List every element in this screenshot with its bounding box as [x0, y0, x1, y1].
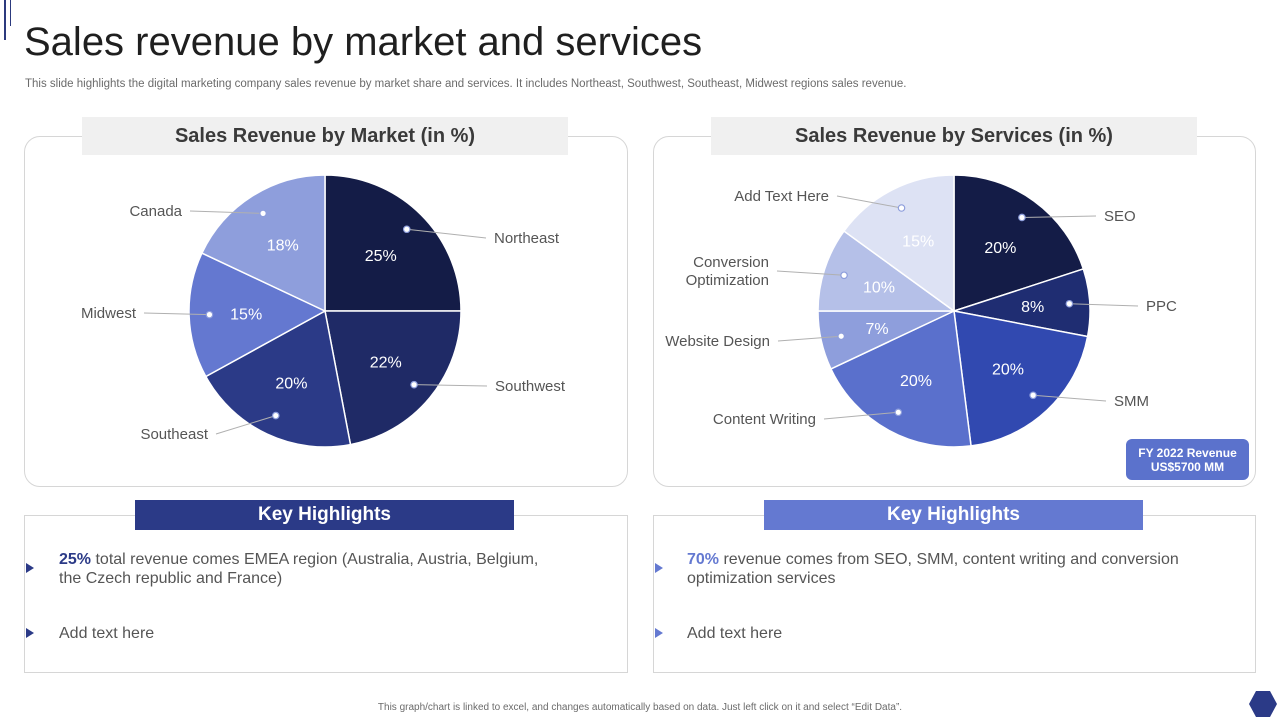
highlight-left-item1: 25% total revenue comes EMEA region (Aus…: [59, 550, 599, 588]
pie-leader-dot-ppc: [1065, 299, 1074, 308]
highlight-right-text2: optimization services: [687, 570, 836, 587]
pie-value-label-conversion-optimization: 10%: [863, 280, 895, 297]
pie-value-label-midwest: 15%: [230, 306, 262, 323]
pie-category-label-southeast: Southeast: [140, 426, 208, 443]
pie-value-label-southeast: 20%: [275, 375, 307, 392]
badge-line1: FY 2022 Revenue: [1138, 445, 1237, 460]
pie-category-label-northeast: Northeast: [494, 230, 560, 247]
highlights-right-panel: [653, 515, 1256, 673]
pie-category-label-add-text-here: Add Text Here: [734, 188, 829, 205]
pie-slice-seo[interactable]: [953, 174, 1085, 313]
highlight-left-text: total revenue comes EMEA region (Austral…: [91, 551, 539, 568]
pie-value-label-add-text-here: 15%: [902, 234, 934, 251]
pie-category-label-ppc: PPC: [1146, 298, 1177, 315]
highlight-right-item2: Add text here: [687, 625, 783, 642]
pie-leader-dot-southeast: [271, 411, 280, 420]
pie-category-label-content-writing: Content Writing: [713, 411, 816, 428]
badge-line2: US$5700 MM: [1150, 459, 1225, 474]
pie-leader-line-southwest: [414, 384, 488, 387]
pie-leader-line-content-writing: [823, 411, 899, 420]
highlight-left-item2: Add text here: [59, 625, 155, 642]
services-chart-title: Sales Revenue by Services (in %): [711, 117, 1197, 155]
pie-leader-dot-southwest: [410, 380, 418, 389]
accent-bar-thin: [10, 0, 11, 26]
pie-leader-dot-seo: [1018, 213, 1026, 222]
pie-slice-content-writing[interactable]: [829, 309, 972, 448]
pie-slice-southwest[interactable]: [324, 310, 462, 446]
pie-leader-dot-conversion-optimization: [840, 271, 848, 280]
bullet-arrow-icon: [655, 628, 663, 638]
pie-category-label-southwest: Southwest: [495, 378, 566, 395]
pie-leader-line-ppc: [1069, 303, 1139, 307]
bullet-arrow-icon: [26, 563, 34, 573]
pie-leader-line-smm: [1033, 394, 1107, 402]
highlight-right-item1: 70% revenue comes from SEO, SMM, content…: [687, 550, 1227, 588]
page-title: Sales revenue by market and services: [24, 20, 703, 64]
highlight-right-percent: 70%: [687, 551, 720, 568]
highlights-right-header: Key Highlights: [764, 500, 1143, 530]
pie-slice-southeast[interactable]: [204, 309, 352, 448]
highlight-right-text: revenue comes from SEO, SMM, content wri…: [719, 551, 1179, 568]
pie-slice-smm[interactable]: [953, 310, 1089, 447]
pie-leader-dot-website-design: [837, 332, 845, 341]
bullet-arrow-icon: [655, 563, 663, 573]
highlight-left-percent: 25%: [59, 551, 92, 568]
pie-leader-dot-midwest: [205, 310, 214, 319]
pie-value-label-seo: 20%: [984, 240, 1016, 257]
pie-leader-line-conversion-optimization: [776, 270, 845, 276]
revenue-badge: FY 2022 Revenue US$5700 MM: [1126, 439, 1249, 480]
highlights-left-header: Key Highlights: [135, 500, 514, 530]
pie-category-label-conversion-optimization: Conversion Optimization: [686, 254, 769, 289]
pie-leader-line-southeast: [215, 415, 276, 435]
bullet-arrow-icon: [26, 628, 34, 638]
pie-value-label-content-writing: 20%: [900, 373, 932, 390]
pie-leader-line-northeast: [406, 228, 487, 239]
pie-leader-line-website-design: [777, 335, 842, 342]
page-subtitle: This slide highlights the digital market…: [25, 78, 907, 90]
accent-bar: [4, 0, 6, 40]
pie-value-label-ppc: 8%: [1021, 299, 1044, 316]
pie-slice-northeast[interactable]: [324, 174, 462, 312]
pie-leader-line-add-text-here: [836, 195, 902, 209]
pie-leader-line-midwest: [143, 312, 210, 316]
pie-value-label-website-design: 7%: [865, 321, 888, 338]
highlight-left-text2: the Czech republic and France): [59, 570, 283, 587]
pie-slice-add-text-here[interactable]: [842, 174, 955, 313]
pie-leader-dot-content-writing: [894, 408, 903, 417]
pie-slice-canada[interactable]: [200, 174, 326, 313]
footer-note: This graph/chart is linked to excel, and…: [377, 702, 903, 713]
pie-category-label-website-design: Website Design: [665, 333, 770, 350]
pie-category-label-smm: SMM: [1114, 393, 1149, 410]
pie-leader-dot-northeast: [402, 225, 411, 234]
pie-category-label-canada: Canada: [129, 203, 182, 220]
pie-value-label-northeast: 25%: [365, 248, 397, 265]
pie-value-label-southwest: 22%: [370, 354, 402, 371]
pie-leader-dot-add-text-here: [897, 204, 906, 212]
pie-value-label-smm: 20%: [992, 362, 1024, 379]
pie-leader-dot-canada: [259, 209, 267, 218]
pie-category-label-seo: SEO: [1104, 208, 1136, 225]
pie-value-label-canada: 18%: [267, 237, 299, 254]
market-chart-title: Sales Revenue by Market (in %): [82, 117, 568, 155]
pie-category-label-midwest: Midwest: [81, 305, 137, 322]
pie-slice-conversion-optimization[interactable]: [817, 230, 957, 312]
pie-leader-dot-smm: [1029, 391, 1037, 400]
pie-leader-line-canada: [189, 210, 264, 214]
pie-leader-line-seo: [1021, 215, 1097, 218]
highlights-left-panel: [24, 515, 628, 673]
pie-slice-midwest[interactable]: [188, 252, 327, 378]
